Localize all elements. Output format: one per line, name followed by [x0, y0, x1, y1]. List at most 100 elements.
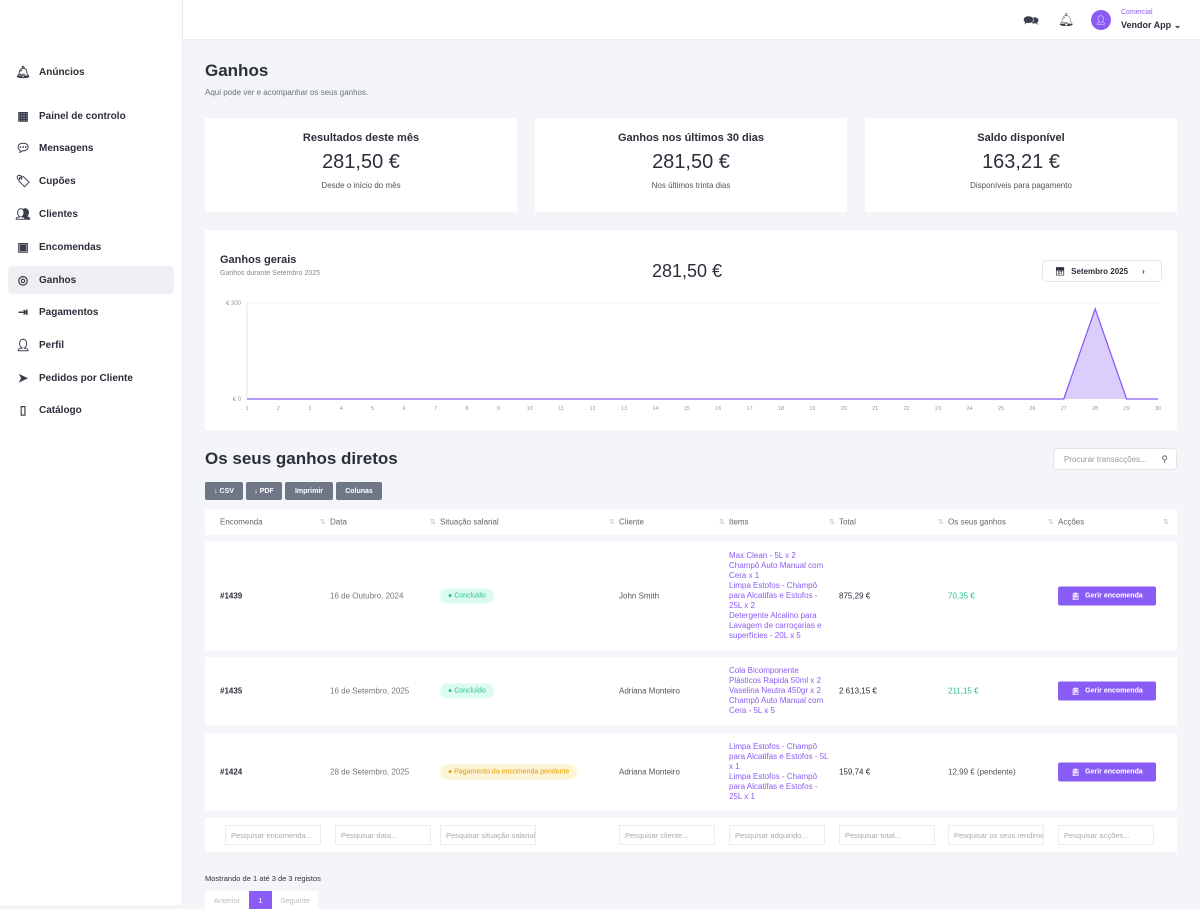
order-date: 28 de Setembro, 2025: [330, 768, 409, 777]
sidebar-item-label: Clientes: [39, 209, 78, 220]
column-filter-input[interactable]: Pesquisar os seus rendimentos...: [948, 825, 1044, 845]
export-pdf-button[interactable]: ↓ PDF: [246, 482, 282, 500]
clipboard-icon: 📋︎: [1071, 687, 1080, 695]
print-button[interactable]: Imprimir: [285, 482, 333, 500]
earnings-chart-panel: Ganhos gerais Ganhos durante Setembro 20…: [205, 230, 1177, 430]
button-label: Gerir encomenda: [1085, 769, 1143, 776]
table-row: #1435 16 de Setembro, 2025 ● Concluído A…: [205, 657, 1177, 725]
series-line: [247, 309, 1158, 399]
items-list: Cola Bicomponente Plásticos Rapida 50ml …: [729, 666, 829, 716]
user-menu[interactable]: Vendor App ⌄: [1121, 20, 1181, 31]
export-csv-button[interactable]: ↓ CSV: [205, 482, 243, 500]
column-header[interactable]: Items: [729, 518, 749, 527]
column-header[interactable]: Situação salarial: [440, 518, 499, 527]
card-value: 163,21 €: [865, 151, 1177, 174]
x-tick-label: 30: [1155, 406, 1161, 412]
column-filter-input[interactable]: Pesquisar data...: [335, 825, 431, 845]
card-value: 281,50 €: [535, 151, 847, 174]
sort-icon[interactable]: ⇅: [320, 518, 326, 526]
manage-order-button[interactable]: 📋︎ Gerir encomenda: [1058, 763, 1156, 782]
item-link[interactable]: Detergente Alcalino para Lavagem de carr…: [729, 611, 829, 641]
column-filter-input[interactable]: Pesquisar encomenda...: [225, 825, 321, 845]
column-header[interactable]: Os seus ganhos: [948, 518, 1006, 527]
status-label: Concluído: [454, 593, 486, 600]
x-tick-label: 29: [1124, 406, 1130, 412]
item-link[interactable]: Champô Auto Manual com Cera x 1: [729, 561, 829, 581]
avatar[interactable]: 👤︎: [1091, 10, 1111, 30]
column-header[interactable]: Data: [330, 518, 347, 527]
card-value: 281,50 €: [205, 151, 517, 174]
column-filter-input[interactable]: Pesquisar total...: [839, 825, 935, 845]
x-tick-label: 1: [245, 406, 248, 412]
pagination-next[interactable]: Seguinte: [272, 891, 318, 909]
user-role: Comercial: [1121, 9, 1153, 16]
card-title: Ganhos nos últimos 30 dias: [535, 132, 847, 144]
item-link[interactable]: Vaselina Neutra 450gr x 2: [729, 686, 829, 696]
sort-icon[interactable]: ⇅: [609, 518, 615, 526]
column-filter-input[interactable]: Pesquisar cliente...: [619, 825, 715, 845]
status-label: Concluído: [454, 688, 486, 695]
x-tick-label: 22: [904, 406, 910, 412]
x-tick-label: 23: [935, 406, 941, 412]
sort-icon[interactable]: ⇅: [1048, 518, 1054, 526]
filter-placeholder: Pesquisar situação salarial...: [446, 831, 536, 840]
client-name: Adriana Monteiro: [619, 687, 680, 696]
sidebar-item-painel-de-controlo[interactable]: ▦Painel de controlo: [8, 102, 174, 130]
transactions-search-input[interactable]: Procurar transacções... ⚲: [1053, 448, 1177, 470]
item-link[interactable]: Limpa Estofos - Champô para Alcatifas e …: [729, 772, 829, 802]
x-tick-label: 25: [998, 406, 1004, 412]
column-filter-input[interactable]: Pesquisar adquirido...: [729, 825, 825, 845]
sidebar-item-clientes[interactable]: 👥︎Clientes: [8, 200, 174, 228]
column-header[interactable]: Acções: [1058, 518, 1084, 527]
x-tick-label: 6: [403, 406, 406, 412]
sidebar-item-anúncios[interactable]: 🔔︎Anúncios: [8, 58, 174, 86]
item-link[interactable]: Limpa Estofos - Champô para Alcatifas e …: [729, 581, 829, 611]
search-icon: ⚲: [1161, 454, 1168, 465]
table-row: #1424 28 de Setembro, 2025 ● Pagamento d…: [205, 733, 1177, 811]
sidebar-item-label: Ganhos: [39, 275, 76, 286]
columns-button[interactable]: Colunas: [336, 482, 382, 500]
item-link[interactable]: Limpa Estofos - Champô para Alcatifas e …: [729, 742, 829, 772]
sidebar-item-encomendas[interactable]: ▣Encomendas: [8, 233, 174, 261]
pagination-page-1[interactable]: 1: [249, 891, 272, 909]
pagination-info: Mostrando de 1 até 3 de 3 registos: [205, 874, 321, 883]
column-header[interactable]: Encomenda: [220, 518, 263, 527]
sidebar-item-label: Mensagens: [39, 143, 93, 154]
notifications-bell-icon[interactable]: 🔔︎: [1058, 12, 1075, 28]
column-header[interactable]: Total: [839, 518, 856, 527]
sidebar-item-cupões[interactable]: 🏷︎Cupões: [8, 167, 174, 195]
sort-icon[interactable]: ⇅: [938, 518, 944, 526]
x-tick-label: 19: [809, 406, 815, 412]
sidebar-item-catálogo[interactable]: ▯Catálogo: [8, 396, 174, 424]
sort-icon[interactable]: ⇅: [719, 518, 725, 526]
item-link[interactable]: Max Clean - 5L x 2: [729, 551, 829, 561]
manage-order-button[interactable]: 📋︎Gerir encomenda: [1058, 587, 1156, 606]
x-tick-label: 13: [621, 406, 627, 412]
sidebar-item-perfil[interactable]: 👤︎Perfil: [8, 331, 174, 359]
column-filter-input[interactable]: Pesquisar acções...: [1058, 825, 1154, 845]
item-link[interactable]: Champô Auto Manual com Cera - 5L x 5: [729, 696, 829, 716]
sidebar-item-mensagens[interactable]: 💬︎Mensagens: [8, 134, 174, 162]
order-id[interactable]: #1439: [220, 592, 242, 601]
filter-placeholder: Pesquisar os seus rendimentos...: [954, 831, 1044, 840]
sidebar-item-pedidos-por-cliente[interactable]: ➤Pedidos por Cliente: [8, 364, 174, 392]
column-filter-input[interactable]: Pesquisar situação salarial...: [440, 825, 536, 845]
order-id[interactable]: #1424: [220, 768, 242, 777]
user-name: Vendor App: [1121, 20, 1171, 30]
clipboard-icon: 📋︎: [1071, 768, 1080, 776]
sidebar-item-ganhos[interactable]: ◎Ganhos: [8, 266, 174, 294]
column-filters: Pesquisar encomenda... Pesquisar data... P…: [205, 818, 1177, 852]
column-header[interactable]: Cliente: [619, 518, 644, 527]
status-badge: ● Concluído: [440, 684, 494, 699]
order-id[interactable]: #1435: [220, 687, 242, 696]
sort-icon[interactable]: ⇅: [430, 518, 436, 526]
pagination-prev[interactable]: Anterior: [205, 891, 249, 909]
item-link[interactable]: Cola Bicomponente Plásticos Rapida 50ml …: [729, 666, 829, 686]
order-total: 2 613,15 €: [839, 687, 877, 696]
sidebar-item-pagamentos[interactable]: ⇥Pagamentos: [8, 298, 174, 326]
sort-icon[interactable]: ⇅: [829, 518, 835, 526]
messages-icon[interactable]: 🗪: [1023, 12, 1039, 34]
sort-icon[interactable]: ⇅: [1163, 518, 1169, 526]
your-earnings: 12,99 € (pendente): [948, 768, 1016, 777]
manage-order-button[interactable]: 📋︎Gerir encomenda: [1058, 682, 1156, 701]
